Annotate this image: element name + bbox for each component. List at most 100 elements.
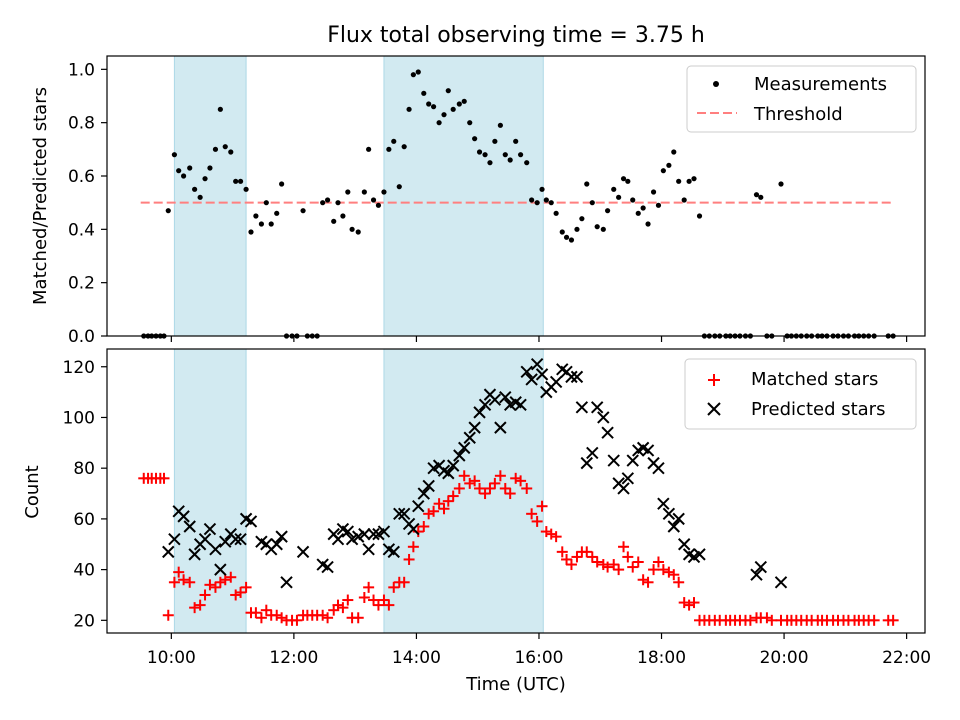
measurement-point: [472, 136, 478, 142]
matched-star-point: [561, 553, 573, 565]
predicted-star-point: [478, 398, 492, 411]
predicted-star-point: [677, 538, 691, 551]
predicted-star-point: [662, 507, 676, 521]
measurement-point: [355, 229, 361, 235]
measurement-point: [686, 178, 692, 184]
predicted-star-point: [341, 525, 355, 538]
matched-star-point: [291, 614, 303, 626]
measurement-point: [237, 178, 244, 184]
measurement-point: [574, 226, 580, 232]
matched-star-point: [250, 607, 262, 619]
matched-star-point: [536, 500, 548, 512]
legend-measurements-label: Measurements: [754, 74, 887, 95]
matched-star-point: [255, 612, 267, 624]
predicted-star-point: [188, 548, 201, 561]
matched-star-point: [571, 551, 583, 563]
matched-star-point: [744, 614, 756, 626]
predicted-star-point: [234, 532, 247, 546]
measurement-point: [660, 168, 666, 174]
predicted-star-point: [494, 421, 507, 434]
matched-star-point: [474, 482, 486, 494]
measurement-point: [375, 202, 382, 208]
matched-star-point: [235, 586, 247, 598]
matched-star-point: [632, 556, 644, 568]
measurement-point: [635, 210, 641, 216]
matched-star-point: [469, 475, 481, 487]
predicted-star-point: [183, 520, 196, 533]
predicted-star-point: [162, 545, 175, 559]
measurement-point: [584, 181, 590, 187]
predicted-star-point: [657, 497, 670, 510]
matched-star-point: [209, 581, 221, 593]
measurement-point: [534, 200, 540, 206]
matched-star-point: [358, 592, 370, 603]
predicted-star-point: [488, 393, 502, 406]
measurement-point: [324, 197, 331, 203]
matched-star-point: [510, 472, 522, 484]
measurement-point: [753, 192, 760, 198]
measurement-point: [650, 189, 657, 195]
top-y-tick-label: 0.0: [68, 327, 95, 347]
measurement-point: [445, 88, 451, 94]
measurement-point: [421, 90, 427, 96]
measurement-point: [349, 226, 355, 232]
legend-matched-marker: [708, 374, 720, 386]
measurement-point: [233, 178, 239, 184]
measurement-point: [529, 197, 535, 203]
measurement-point: [176, 168, 182, 174]
bottom-shaded-span-2: [383, 348, 544, 634]
matched-star-point: [484, 482, 496, 494]
matched-star-point: [398, 576, 410, 588]
measurement-point: [279, 181, 285, 187]
measurement-point: [655, 202, 662, 208]
predicted-star-point: [535, 368, 549, 381]
measurement-point: [187, 165, 193, 171]
predicted-star-point: [607, 454, 620, 467]
measurement-point: [212, 146, 219, 152]
measurement-point: [180, 173, 187, 179]
matched-star-point: [423, 508, 435, 520]
predicted-star-point: [601, 426, 614, 439]
measurement-point: [335, 200, 341, 206]
measurement-point: [202, 176, 208, 182]
predicted-star-point: [774, 576, 788, 589]
top-shaded-span-2: [383, 55, 544, 337]
predicted-star-point: [672, 512, 685, 526]
measurement-point: [605, 208, 611, 214]
x-tick-label: 20:00: [760, 648, 809, 668]
bottom-y-tick-label: 80: [73, 459, 95, 479]
predicted-star-point: [331, 532, 345, 546]
matched-star-point: [521, 482, 533, 494]
bottom-y-tick-label: 120: [63, 358, 95, 378]
measurement-point: [676, 178, 682, 184]
measurement-point: [681, 197, 687, 203]
matched-star-point: [433, 498, 445, 510]
measurement-point: [524, 160, 530, 166]
measurement-point: [430, 104, 437, 110]
measurement-point: [258, 221, 265, 227]
matched-star-point: [648, 564, 660, 576]
matched-star-point: [458, 470, 470, 482]
bottom-x-ticks: 10:00 12:00 14:00 16:00 18:00 20:00 22:00: [147, 633, 931, 668]
measurement-point: [345, 189, 351, 195]
predicted-star-point: [407, 522, 420, 536]
predicted-star-point: [580, 456, 593, 470]
measurement-point: [594, 224, 600, 230]
matched-star-point: [678, 597, 690, 609]
matched-star-point: [613, 564, 625, 576]
matched-star-point: [363, 581, 375, 593]
bottom-y-tick-label: 20: [73, 611, 95, 631]
measurement-point: [568, 237, 575, 243]
matched-star-point: [526, 508, 538, 520]
matched-star-point: [219, 574, 231, 586]
predicted-star-point: [219, 535, 232, 548]
matched-star-point: [642, 576, 654, 588]
predicted-star-point: [641, 444, 655, 457]
matched-star-point: [663, 566, 675, 578]
predicted-star-point: [397, 507, 411, 521]
matched-star-point: [337, 602, 349, 614]
bottom-legend-box: [684, 358, 917, 430]
predicted-star-point: [417, 487, 430, 500]
measurement-point: [222, 144, 228, 150]
